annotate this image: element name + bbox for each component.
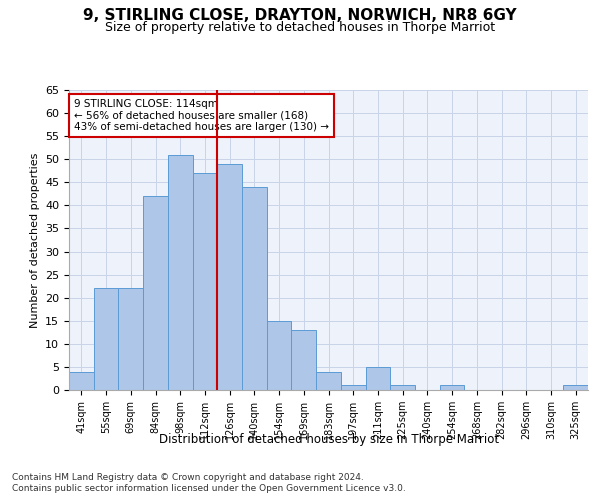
Bar xyxy=(143,196,168,390)
Bar xyxy=(168,154,193,390)
Text: Size of property relative to detached houses in Thorpe Marriot: Size of property relative to detached ho… xyxy=(105,21,495,34)
Y-axis label: Number of detached properties: Number of detached properties xyxy=(29,152,40,328)
Bar xyxy=(563,386,588,390)
Bar xyxy=(242,187,267,390)
Bar xyxy=(390,386,415,390)
Bar xyxy=(292,330,316,390)
Bar xyxy=(341,386,365,390)
Bar xyxy=(69,372,94,390)
Bar xyxy=(316,372,341,390)
Text: Contains public sector information licensed under the Open Government Licence v3: Contains public sector information licen… xyxy=(12,484,406,493)
Text: Distribution of detached houses by size in Thorpe Marriot: Distribution of detached houses by size … xyxy=(159,432,499,446)
Bar xyxy=(267,321,292,390)
Bar xyxy=(94,288,118,390)
Bar xyxy=(440,386,464,390)
Text: Contains HM Land Registry data © Crown copyright and database right 2024.: Contains HM Land Registry data © Crown c… xyxy=(12,472,364,482)
Text: 9, STIRLING CLOSE, DRAYTON, NORWICH, NR8 6GY: 9, STIRLING CLOSE, DRAYTON, NORWICH, NR8… xyxy=(83,8,517,22)
Bar xyxy=(193,173,217,390)
Bar xyxy=(118,288,143,390)
Bar xyxy=(365,367,390,390)
Text: 9 STIRLING CLOSE: 114sqm
← 56% of detached houses are smaller (168)
43% of semi-: 9 STIRLING CLOSE: 114sqm ← 56% of detach… xyxy=(74,99,329,132)
Bar xyxy=(217,164,242,390)
